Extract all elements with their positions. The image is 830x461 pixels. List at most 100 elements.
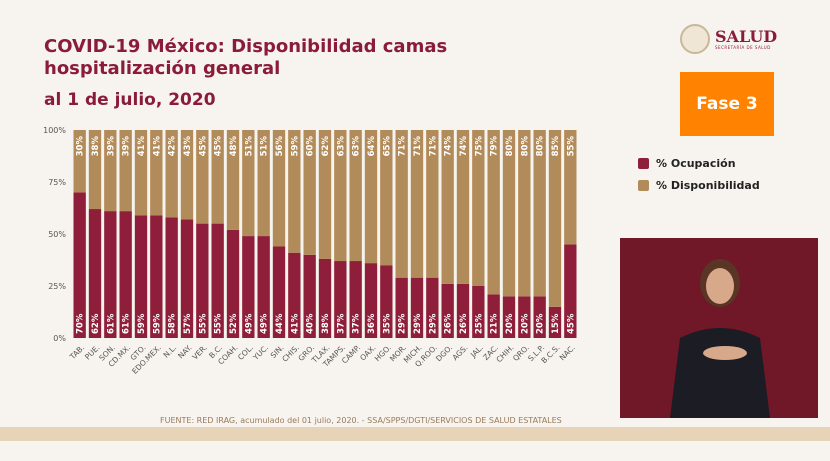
data-label-ocupacion: 55% <box>214 313 224 334</box>
x-tick-label: NAC. <box>558 343 577 362</box>
bar-ocupacion <box>226 229 240 338</box>
data-label-ocupacion: 29% <box>413 313 423 334</box>
y-tick-label: 25% <box>48 282 66 291</box>
data-label-disponibilidad: 55% <box>566 136 576 157</box>
data-label-ocupacion: 29% <box>398 313 408 334</box>
bar-disponibilidad <box>380 130 393 266</box>
bar-ocupacion <box>533 296 546 338</box>
bar-ocupacion <box>303 254 316 338</box>
data-label-ocupacion: 55% <box>198 313 208 334</box>
bar-ocupacion <box>272 246 286 338</box>
legend-swatch <box>638 157 649 169</box>
bar-ocupacion <box>73 192 86 338</box>
data-label-ocupacion: 52% <box>229 313 239 334</box>
data-label-disponibilidad: 41% <box>152 136 162 157</box>
legend-label: % Disponibilidad <box>656 178 760 192</box>
data-label-ocupacion: 26% <box>459 313 469 334</box>
bar-ocupacion <box>518 296 531 338</box>
y-tick-label: 75% <box>48 178 66 187</box>
page-subtitle: al 1 de julio, 2020 <box>44 90 216 110</box>
legend-item-ocupacion: % Ocupación <box>638 152 760 174</box>
y-tick-label: 100% <box>43 126 66 135</box>
seal-icon <box>680 24 710 54</box>
data-label-ocupacion: 49% <box>244 313 254 334</box>
bar-ocupacion <box>88 209 102 338</box>
data-label-disponibilidad: 71% <box>428 136 438 157</box>
data-label-disponibilidad: 51% <box>260 136 270 157</box>
x-tick-label: VER. <box>190 343 209 362</box>
sign-language-video <box>620 238 818 418</box>
bar-disponibilidad <box>73 130 86 193</box>
source-note: FUENTE: RED IRAG, acumulado del 01 julio… <box>160 416 562 425</box>
bar-disponibilidad <box>487 130 500 295</box>
x-tick-label: COL. <box>236 343 255 362</box>
x-tick-label: NAY. <box>176 343 193 360</box>
legend-label: % Ocupación <box>656 156 736 170</box>
x-tick-label: N.L. <box>162 343 179 360</box>
bar-disponibilidad <box>548 130 562 307</box>
bar-ocupacion <box>119 211 132 338</box>
legend-item-disponibilidad: % Disponibilidad <box>638 174 760 196</box>
bar-ocupacion <box>364 263 378 338</box>
bar-disponibilidad <box>196 130 209 224</box>
bar-disponibilidad <box>104 130 117 212</box>
data-label-ocupacion: 38% <box>321 313 331 334</box>
bar-ocupacion <box>334 261 347 338</box>
data-label-disponibilidad: 80% <box>536 136 546 157</box>
legend-swatch <box>638 179 649 191</box>
data-label-ocupacion: 57% <box>183 313 193 334</box>
data-label-ocupacion: 35% <box>382 313 392 334</box>
bar-disponibilidad <box>364 130 378 264</box>
data-label-ocupacion: 36% <box>367 313 377 334</box>
bar-ocupacion <box>257 236 270 338</box>
data-label-ocupacion: 62% <box>91 313 101 334</box>
data-label-ocupacion: 37% <box>352 313 362 334</box>
bar-ocupacion <box>502 296 516 338</box>
bar-disponibilidad <box>119 130 132 212</box>
data-label-ocupacion: 21% <box>490 313 500 334</box>
data-label-ocupacion: 26% <box>444 313 454 334</box>
bar-ocupacion <box>395 277 408 338</box>
logo-subtext: SECRETARÍA DE SALUD <box>715 44 771 50</box>
data-label-ocupacion: 15% <box>551 313 561 334</box>
bar-disponibilidad <box>426 130 439 278</box>
data-label-disponibilidad: 75% <box>474 136 484 157</box>
bar-disponibilidad <box>272 130 286 247</box>
bar-ocupacion <box>349 261 362 338</box>
x-tick-label: AGS. <box>451 343 470 362</box>
data-label-disponibilidad: 48% <box>229 136 239 157</box>
data-label-disponibilidad: 45% <box>198 136 208 157</box>
data-label-disponibilidad: 71% <box>398 136 408 157</box>
bar-ocupacion <box>487 294 500 338</box>
data-label-ocupacion: 20% <box>520 313 530 334</box>
bar-disponibilidad <box>395 130 408 278</box>
interpreter-image <box>620 238 818 418</box>
data-label-disponibilidad: 42% <box>168 136 178 157</box>
bar-disponibilidad <box>165 130 178 218</box>
data-label-ocupacion: 49% <box>260 313 270 334</box>
data-label-ocupacion: 20% <box>505 313 515 334</box>
bar-disponibilidad <box>211 130 224 224</box>
x-tick-label: DGO. <box>434 343 454 363</box>
x-tick-label: YUC. <box>251 343 271 363</box>
bar-disponibilidad <box>303 130 316 255</box>
data-label-ocupacion: 45% <box>566 313 576 334</box>
data-label-disponibilidad: 30% <box>76 136 86 157</box>
data-label-ocupacion: 20% <box>536 313 546 334</box>
bar-ocupacion <box>211 223 224 338</box>
data-label-disponibilidad: 38% <box>91 136 101 157</box>
bar-ocupacion <box>165 217 178 338</box>
bar-disponibilidad <box>502 130 516 297</box>
bar-disponibilidad <box>318 130 332 259</box>
x-tick-label: TAB. <box>67 343 86 362</box>
logo-text: SALUD <box>715 26 778 46</box>
data-label-ocupacion: 41% <box>290 313 300 334</box>
bar-ocupacion <box>180 219 194 338</box>
bar-ocupacion <box>456 283 470 338</box>
bar-disponibilidad <box>257 130 270 237</box>
bar-ocupacion <box>426 277 439 338</box>
data-label-ocupacion: 44% <box>275 313 285 334</box>
salud-logo: SALUD SECRETARÍA DE SALUD <box>680 24 777 54</box>
stacked-bar-chart: 0%25%50%75%100%70%30%TAB.62%38%PUE.61%39… <box>43 126 577 376</box>
bar-disponibilidad <box>288 130 301 253</box>
